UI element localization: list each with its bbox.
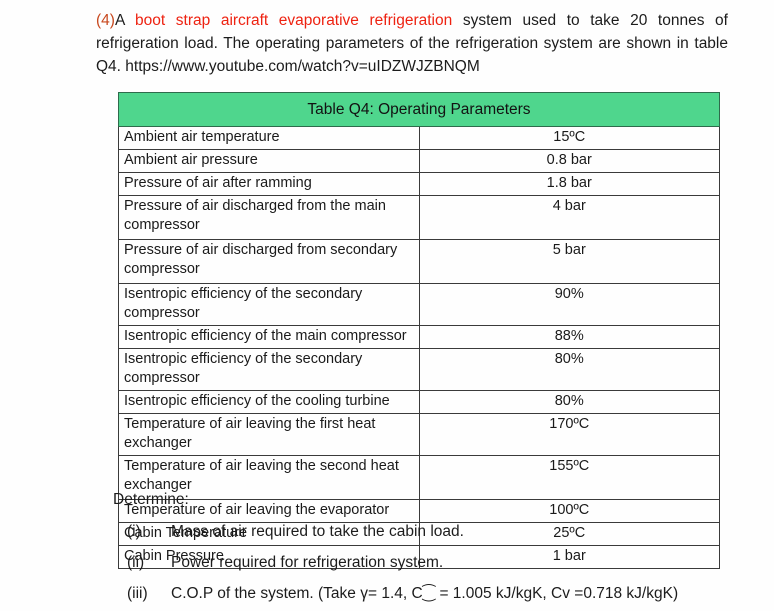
question-paragraph: (4)A boot strap aircraft evaporative ref…: [96, 9, 728, 78]
question-lead-text: A: [114, 12, 136, 29]
table-row: Pressure of air discharged from secondar…: [118, 239, 720, 284]
parameter-label: Ambient air pressure: [118, 149, 420, 173]
question-block: (4)A boot strap aircraft evaporative ref…: [96, 9, 728, 78]
determine-item-text: Power required for refrigeration system.: [171, 554, 444, 571]
question-rest-text: system used to take 20 tonnes of refrige…: [96, 12, 728, 75]
table-row: Ambient air pressure 0.8 bar: [118, 149, 720, 173]
determine-item: (ii) Power required for refrigeration sys…: [113, 553, 753, 573]
table-row: Cabin Temperature 25ºC: [118, 522, 720, 546]
parameter-value: 88%: [418, 325, 720, 349]
determine-item: (i) Mass of air required to take the cabi…: [113, 522, 753, 542]
parameter-label: Isentropic efficiency of the secondary c…: [118, 283, 420, 326]
parameter-label: Temperature of air leaving the evaporato…: [118, 499, 420, 523]
parameter-value: 0.8 bar: [418, 149, 720, 173]
determine-section: Determine: (i) Mass of air required to ta…: [113, 490, 753, 615]
parameter-value: 80%: [418, 348, 720, 391]
table-row: Pressure of air discharged from the main…: [118, 195, 720, 240]
parameter-label: Isentropic efficiency of the main compre…: [118, 325, 420, 349]
determine-item: (iii) C.O.P of the system. (Take γ= 1.4, …: [113, 584, 753, 604]
question-number: (4): [96, 12, 115, 29]
parameter-value: 1.8 bar: [418, 172, 720, 196]
determine-heading: Determine:: [113, 491, 189, 508]
determine-item-marker: (i): [127, 523, 141, 540]
parameter-value: 80%: [418, 390, 720, 414]
table-row: Pressure of air after ramming 1.8 bar: [118, 172, 720, 196]
question-highlighted-phrase: boot strap aircraft evaporative refriger…: [135, 12, 453, 29]
table-row: Isentropic efficiency of the cooling tur…: [118, 390, 720, 414]
parameter-value: 155ºC: [418, 455, 720, 500]
parameter-value: 15ºC: [418, 126, 720, 150]
table-caption-cell: Table Q4: Operating Parameters: [118, 92, 720, 127]
parameter-value: 170ºC: [418, 413, 720, 456]
parameter-label: Isentropic efficiency of the cooling tur…: [118, 390, 420, 414]
table-row: Temperature of air leaving the second he…: [118, 455, 720, 500]
parameter-value: 4 bar: [418, 195, 720, 240]
determine-list: (i) Mass of air required to take the cabi…: [113, 522, 753, 604]
table-body: Ambient air temperature 15ºC Ambient air p…: [118, 126, 720, 569]
parameter-label: Cabin Pressure: [118, 545, 420, 569]
table-row: Isentropic efficiency of the main compre…: [118, 325, 720, 349]
determine-item-marker: (ii): [127, 554, 145, 571]
determine-item-text: Mass of air required to take the cabin l…: [171, 523, 464, 540]
parameter-label: Isentropic efficiency of the secondary c…: [118, 348, 420, 391]
parameter-value: 90%: [418, 283, 720, 326]
parameter-label: Temperature of air leaving the second he…: [118, 455, 420, 500]
parameter-value: 1 bar: [418, 545, 720, 569]
table-header-row: Table Q4: Operating Parameters: [118, 92, 720, 127]
table-head: Table Q4: Operating Parameters: [118, 92, 720, 127]
table-row: Temperature of air leaving the first hea…: [118, 413, 720, 456]
parameter-value: 25ºC: [418, 522, 720, 546]
table-row: Cabin Pressure 1 bar: [118, 545, 720, 569]
determine-item-marker: (iii): [127, 585, 148, 602]
parameter-value: 5 bar: [418, 239, 720, 284]
parameter-label: Pressure of air discharged from secondar…: [118, 239, 420, 284]
table-row: Isentropic efficiency of the secondary c…: [118, 348, 720, 391]
parameter-label: Pressure of air after ramming: [118, 172, 420, 196]
parameter-label: Ambient air temperature: [118, 126, 420, 150]
table-row: Temperature of air leaving the evaporato…: [118, 499, 720, 523]
table-row: Ambient air temperature 15ºC: [118, 126, 720, 150]
parameter-label: Pressure of air discharged from the main…: [118, 195, 420, 240]
operating-parameters-table: Table Q4: Operating Parameters Ambient a…: [118, 92, 720, 569]
determine-item-text: C.O.P of the system. (Take γ= 1.4, C⁐ = …: [171, 585, 679, 602]
parameter-label: Temperature of air leaving the first hea…: [118, 413, 420, 456]
table-row: Isentropic efficiency of the secondary c…: [118, 283, 720, 326]
